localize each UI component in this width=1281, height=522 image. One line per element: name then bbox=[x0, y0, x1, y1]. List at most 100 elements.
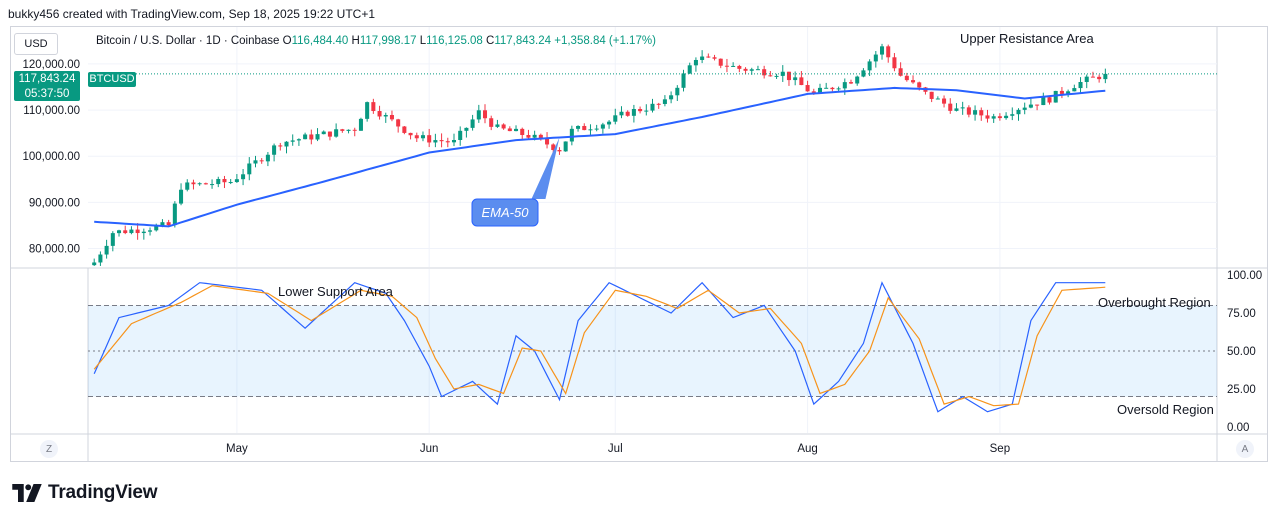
candle bbox=[315, 128, 320, 142]
candle bbox=[309, 129, 314, 145]
candle bbox=[371, 98, 376, 114]
stoch-tick-label: 0.00 bbox=[1227, 422, 1249, 434]
candle bbox=[1041, 92, 1046, 106]
candle bbox=[954, 103, 959, 112]
candle bbox=[476, 104, 481, 123]
candle bbox=[352, 127, 357, 137]
candle bbox=[148, 227, 153, 236]
candle bbox=[117, 229, 122, 237]
candle bbox=[1010, 107, 1015, 121]
candle bbox=[997, 113, 1002, 121]
candle bbox=[935, 96, 940, 100]
timezone-button[interactable]: Z bbox=[40, 440, 58, 458]
candle bbox=[929, 91, 934, 103]
tradingview-logo-text: TradingView bbox=[48, 482, 158, 503]
lower-support-label: Lower Support Area bbox=[278, 284, 394, 299]
candle bbox=[197, 182, 202, 186]
legend-open-label: O bbox=[282, 35, 292, 47]
candle bbox=[619, 106, 624, 119]
candle bbox=[507, 126, 512, 132]
candle bbox=[873, 50, 878, 68]
candle bbox=[861, 68, 866, 78]
candle bbox=[675, 85, 680, 102]
candle bbox=[687, 62, 692, 75]
chart-attribution: bukky456 created with TradingView.com, S… bbox=[8, 7, 376, 21]
candle bbox=[1022, 102, 1027, 115]
candle bbox=[247, 157, 252, 181]
candle bbox=[656, 102, 661, 109]
candle bbox=[340, 128, 345, 133]
candle bbox=[166, 219, 171, 227]
candle bbox=[563, 141, 568, 152]
candle bbox=[420, 131, 425, 142]
candle bbox=[545, 132, 550, 149]
ema-callout-box bbox=[471, 198, 539, 227]
auto-scale-button[interactable]: A bbox=[1236, 440, 1254, 458]
candle bbox=[389, 110, 394, 122]
candle bbox=[1053, 90, 1058, 103]
candle bbox=[358, 117, 363, 131]
stoch-layer bbox=[93, 281, 1106, 413]
candle bbox=[1059, 87, 1064, 99]
stoch-band bbox=[88, 304, 1217, 398]
candle bbox=[439, 133, 444, 148]
candle bbox=[179, 183, 184, 206]
candle bbox=[712, 54, 717, 61]
annotations: Upper Resistance Area EMA-50 Lower Support… bbox=[278, 31, 1214, 417]
candle bbox=[290, 134, 295, 146]
candle bbox=[110, 231, 115, 252]
legend-high-label: H bbox=[351, 35, 360, 47]
candle bbox=[718, 58, 723, 69]
candle bbox=[607, 120, 612, 129]
time-tick-label: Jun bbox=[420, 443, 439, 455]
candle bbox=[495, 119, 500, 128]
price-tick-label: 80,000.00 bbox=[29, 244, 80, 256]
candle bbox=[470, 114, 475, 131]
candle bbox=[1028, 98, 1033, 109]
candle bbox=[557, 147, 562, 155]
candle bbox=[848, 79, 854, 85]
candle bbox=[377, 105, 382, 120]
time-tick-label: Aug bbox=[797, 443, 817, 455]
candle bbox=[569, 125, 574, 146]
candle bbox=[979, 107, 984, 121]
legend-low: 116,125.08 bbox=[426, 35, 483, 47]
candle bbox=[365, 101, 370, 122]
candle bbox=[451, 133, 457, 147]
candle bbox=[880, 43, 885, 60]
symbol-tag: BTCUSD bbox=[88, 72, 136, 87]
bar-countdown: 05:37:50 bbox=[24, 87, 70, 100]
candle bbox=[303, 132, 308, 140]
candle bbox=[1072, 84, 1077, 92]
candle bbox=[960, 101, 965, 115]
stoch-d-line bbox=[93, 285, 1106, 407]
legend-close: 117,843.24 bbox=[494, 35, 552, 47]
candle bbox=[520, 127, 525, 140]
price-tick-label: 90,000.00 bbox=[29, 197, 80, 209]
candle bbox=[104, 239, 109, 259]
candle bbox=[743, 67, 748, 75]
candle bbox=[141, 228, 146, 240]
candle bbox=[284, 141, 289, 154]
candle bbox=[824, 82, 829, 89]
legend-symbol: Bitcoin / U.S. Dollar · 1D · Coinbase bbox=[96, 35, 280, 47]
candle bbox=[489, 115, 494, 131]
ema-callout-label: EMA-50 bbox=[482, 205, 530, 220]
candle bbox=[408, 132, 413, 140]
candle bbox=[222, 175, 227, 189]
candle bbox=[278, 142, 283, 151]
legend-low-label: L bbox=[419, 35, 427, 47]
last-price-value: 117,843.24 bbox=[18, 73, 76, 85]
candle bbox=[830, 86, 835, 92]
candle bbox=[693, 57, 698, 72]
candle bbox=[414, 132, 419, 143]
legend-change: +1,358.84 (+1.17%) bbox=[554, 35, 656, 47]
candle bbox=[129, 226, 134, 235]
stoch-band-fill bbox=[88, 305, 1217, 397]
currency-button[interactable]: USD bbox=[14, 33, 58, 55]
legend-high: 117,998.17 bbox=[359, 35, 417, 47]
candle bbox=[576, 125, 581, 132]
candle bbox=[1084, 74, 1089, 89]
candle bbox=[700, 50, 705, 64]
